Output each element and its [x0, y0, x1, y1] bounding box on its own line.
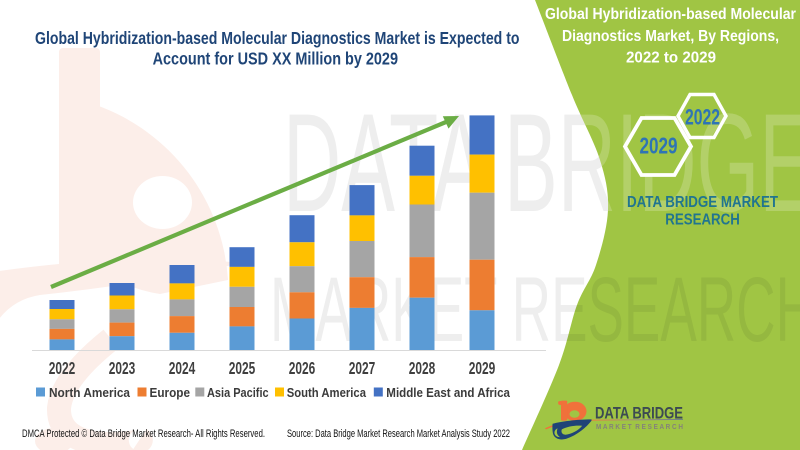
svg-text:2029: 2029 [469, 358, 496, 378]
svg-text:Global Hybridization-based Mol: Global Hybridization-based Molecular Dia… [35, 28, 520, 48]
svg-text:DATA BRIDGE MARKET: DATA BRIDGE MARKET [627, 194, 778, 211]
svg-text:2029: 2029 [640, 133, 678, 159]
svg-text:2022 to 2029: 2022 to 2029 [626, 50, 716, 67]
svg-text:2025: 2025 [229, 358, 256, 378]
svg-text:North America: North America [49, 385, 131, 400]
svg-text:DATA BRIDGE: DATA BRIDGE [595, 404, 683, 422]
svg-text:DMCA Protected © Data Bridge M: DMCA Protected © Data Bridge Market Rese… [22, 428, 265, 440]
svg-text:2023: 2023 [109, 358, 136, 378]
svg-text:Global Hybridization-based Mol: Global Hybridization-based Molecular [545, 6, 796, 23]
svg-text:Diagnostics Market, By Regions: Diagnostics Market, By Regions, [562, 28, 779, 45]
svg-text:M A R K E T R E S E A R C H: M A R K E T R E S E A R C H [596, 422, 683, 431]
svg-text:2022: 2022 [685, 105, 720, 130]
svg-text:Asia Pacific: Asia Pacific [207, 385, 269, 400]
svg-text:2028: 2028 [409, 358, 436, 378]
svg-text:Europe: Europe [150, 385, 191, 400]
svg-text:Middle East and Africa: Middle East and Africa [386, 385, 511, 400]
svg-text:2024: 2024 [169, 358, 196, 378]
svg-text:RESEARCH: RESEARCH [665, 211, 740, 228]
svg-text:2026: 2026 [289, 358, 316, 378]
svg-text:2022: 2022 [49, 358, 76, 378]
svg-text:South America: South America [287, 385, 367, 400]
svg-text:2027: 2027 [349, 358, 376, 378]
svg-text:Source: Data Bridge Market Res: Source: Data Bridge Market Research Mark… [287, 428, 510, 440]
svg-text:Account for USD XX Million by: Account for USD XX Million by 2029 [153, 49, 399, 69]
